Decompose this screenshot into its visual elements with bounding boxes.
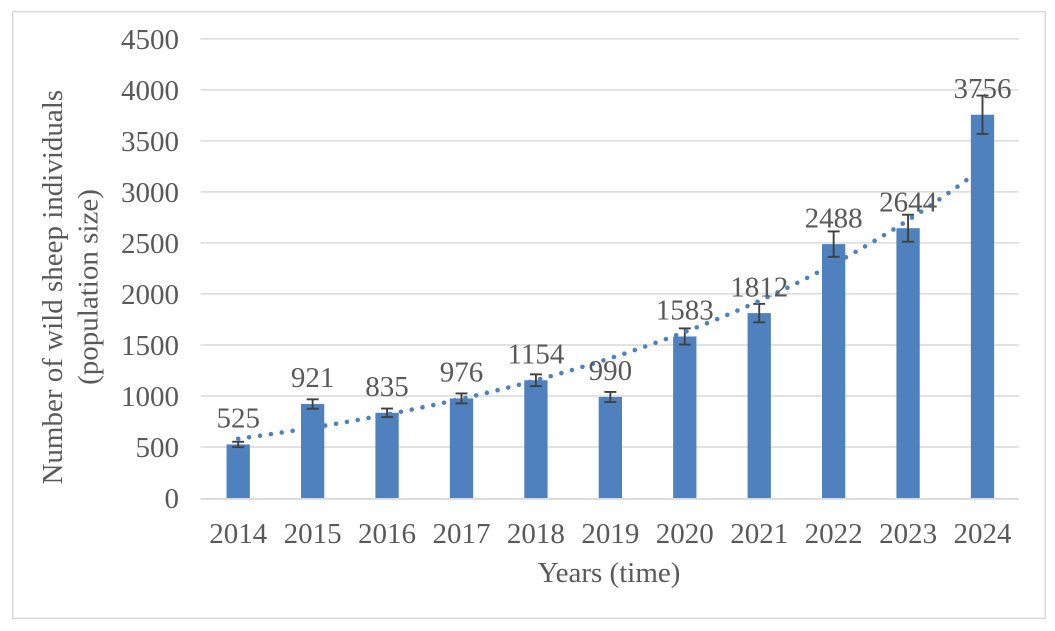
svg-text:1583: 1583 — [656, 295, 714, 327]
svg-text:4500: 4500 — [121, 24, 179, 56]
svg-text:(population size): (population size) — [72, 189, 104, 385]
svg-text:976: 976 — [440, 357, 484, 389]
svg-text:3000: 3000 — [121, 177, 179, 209]
svg-text:Number of wild sheep individua: Number of wild sheep individuals — [37, 90, 69, 485]
svg-text:2014: 2014 — [209, 518, 268, 550]
svg-text:500: 500 — [136, 432, 180, 464]
svg-text:921: 921 — [291, 362, 335, 394]
svg-text:2022: 2022 — [805, 518, 863, 550]
svg-text:2644: 2644 — [879, 186, 938, 218]
svg-text:1812: 1812 — [730, 271, 788, 303]
svg-text:1500: 1500 — [121, 330, 179, 362]
svg-text:4000: 4000 — [121, 75, 179, 107]
svg-text:2016: 2016 — [358, 518, 416, 550]
svg-text:2000: 2000 — [121, 279, 179, 311]
svg-text:2017: 2017 — [432, 518, 490, 550]
svg-text:2018: 2018 — [507, 518, 565, 550]
svg-text:2019: 2019 — [581, 518, 639, 550]
svg-text:2021: 2021 — [730, 518, 788, 550]
svg-text:2488: 2488 — [805, 202, 863, 234]
svg-text:2500: 2500 — [121, 228, 179, 260]
svg-text:835: 835 — [365, 371, 409, 403]
svg-text:0: 0 — [165, 483, 180, 515]
svg-text:2015: 2015 — [284, 518, 342, 550]
svg-text:1000: 1000 — [121, 381, 179, 413]
svg-text:525: 525 — [216, 403, 260, 435]
svg-text:2024: 2024 — [954, 518, 1013, 550]
svg-text:990: 990 — [589, 355, 633, 387]
svg-text:1154: 1154 — [507, 338, 564, 370]
svg-text:3756: 3756 — [954, 73, 1012, 105]
svg-text:Years (time): Years (time) — [538, 557, 681, 589]
svg-text:2020: 2020 — [656, 518, 714, 550]
svg-text:2023: 2023 — [879, 518, 937, 550]
svg-text:3500: 3500 — [121, 126, 179, 158]
